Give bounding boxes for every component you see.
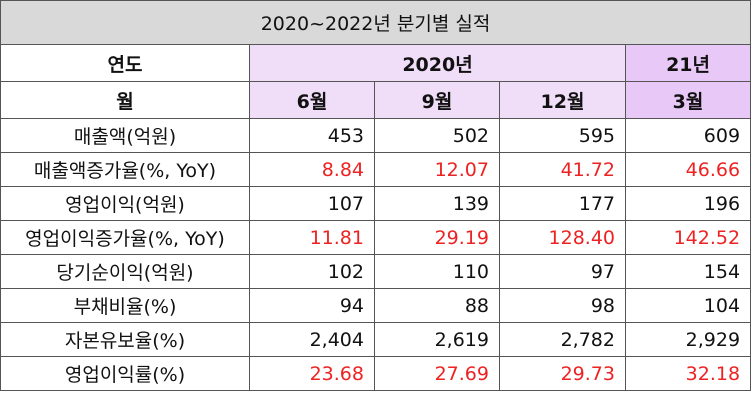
value-cell: 29.19 [374,220,500,255]
value-cell: 32.18 [624,356,751,391]
value-cell: 102 [249,254,375,289]
value-cell: 128.40 [499,220,626,255]
value-cell: 2,782 [499,322,626,357]
row-label: 부채비율(%) [0,288,250,323]
year-21-header: 21년 [624,44,751,82]
value-cell: 98 [499,288,626,323]
table-row: 당기순이익(억원) 102 110 97 154 [0,254,751,289]
month-header-row: 월 6월 9월 12월 3월 [0,81,751,119]
table-row: 부채비율(%) 94 88 98 104 [0,288,751,323]
value-cell: 8.84 [249,152,375,187]
value-cell: 453 [249,118,375,153]
value-cell: 29.73 [499,356,626,391]
value-cell: 154 [624,254,751,289]
table-row: 매출액증가율(%, YoY) 8.84 12.07 41.72 46.66 [0,152,751,187]
row-label: 자본유보율(%) [0,322,250,357]
value-cell: 196 [624,186,751,221]
value-cell: 11.81 [249,220,375,255]
month-header-cell: 3월 [624,81,751,119]
value-cell: 41.72 [499,152,626,187]
value-cell: 104 [624,288,751,323]
value-cell: 502 [374,118,500,153]
title-row: 2020~2022년 분기별 실적 [0,0,751,45]
value-cell: 139 [374,186,500,221]
value-cell: 46.66 [624,152,751,187]
value-cell: 12.07 [374,152,500,187]
row-label: 당기순이익(억원) [0,254,250,289]
value-cell: 97 [499,254,626,289]
value-cell: 23.68 [249,356,375,391]
value-cell: 27.69 [374,356,500,391]
value-cell: 609 [624,118,751,153]
table-row: 영업이익증가율(%, YoY) 11.81 29.19 128.40 142.52 [0,220,751,255]
year-2020-header: 2020년 [249,44,626,82]
quarterly-results-table: 2020~2022년 분기별 실적 연도 2020년 21년 월 6월 9월 1… [0,0,751,391]
row-label: 매출액증가율(%, YoY) [0,152,250,187]
month-header-cell: 9월 [374,81,500,119]
row-label: 영업이익(억원) [0,186,250,221]
row-label: 영업이익증가율(%, YoY) [0,220,250,255]
value-cell: 2,619 [374,322,500,357]
year-header-label: 연도 [0,44,250,82]
table-row: 영업이익(억원) 107 139 177 196 [0,186,751,221]
value-cell: 2,929 [624,322,751,357]
value-cell: 2,404 [249,322,375,357]
value-cell: 88 [374,288,500,323]
value-cell: 110 [374,254,500,289]
table-row: 영업이익률(%) 23.68 27.69 29.73 32.18 [0,356,751,391]
value-cell: 142.52 [624,220,751,255]
month-header-cell: 12월 [499,81,626,119]
month-header-cell: 6월 [249,81,375,119]
row-label: 영업이익률(%) [0,356,250,391]
table-row: 매출액(억원) 453 502 595 609 [0,118,751,153]
month-header-label: 월 [0,81,250,119]
value-cell: 94 [249,288,375,323]
value-cell: 595 [499,118,626,153]
value-cell: 177 [499,186,626,221]
table-row: 자본유보율(%) 2,404 2,619 2,782 2,929 [0,322,751,357]
table-title: 2020~2022년 분기별 실적 [0,0,751,45]
row-label: 매출액(억원) [0,118,250,153]
value-cell: 107 [249,186,375,221]
year-header-row: 연도 2020년 21년 [0,44,751,82]
